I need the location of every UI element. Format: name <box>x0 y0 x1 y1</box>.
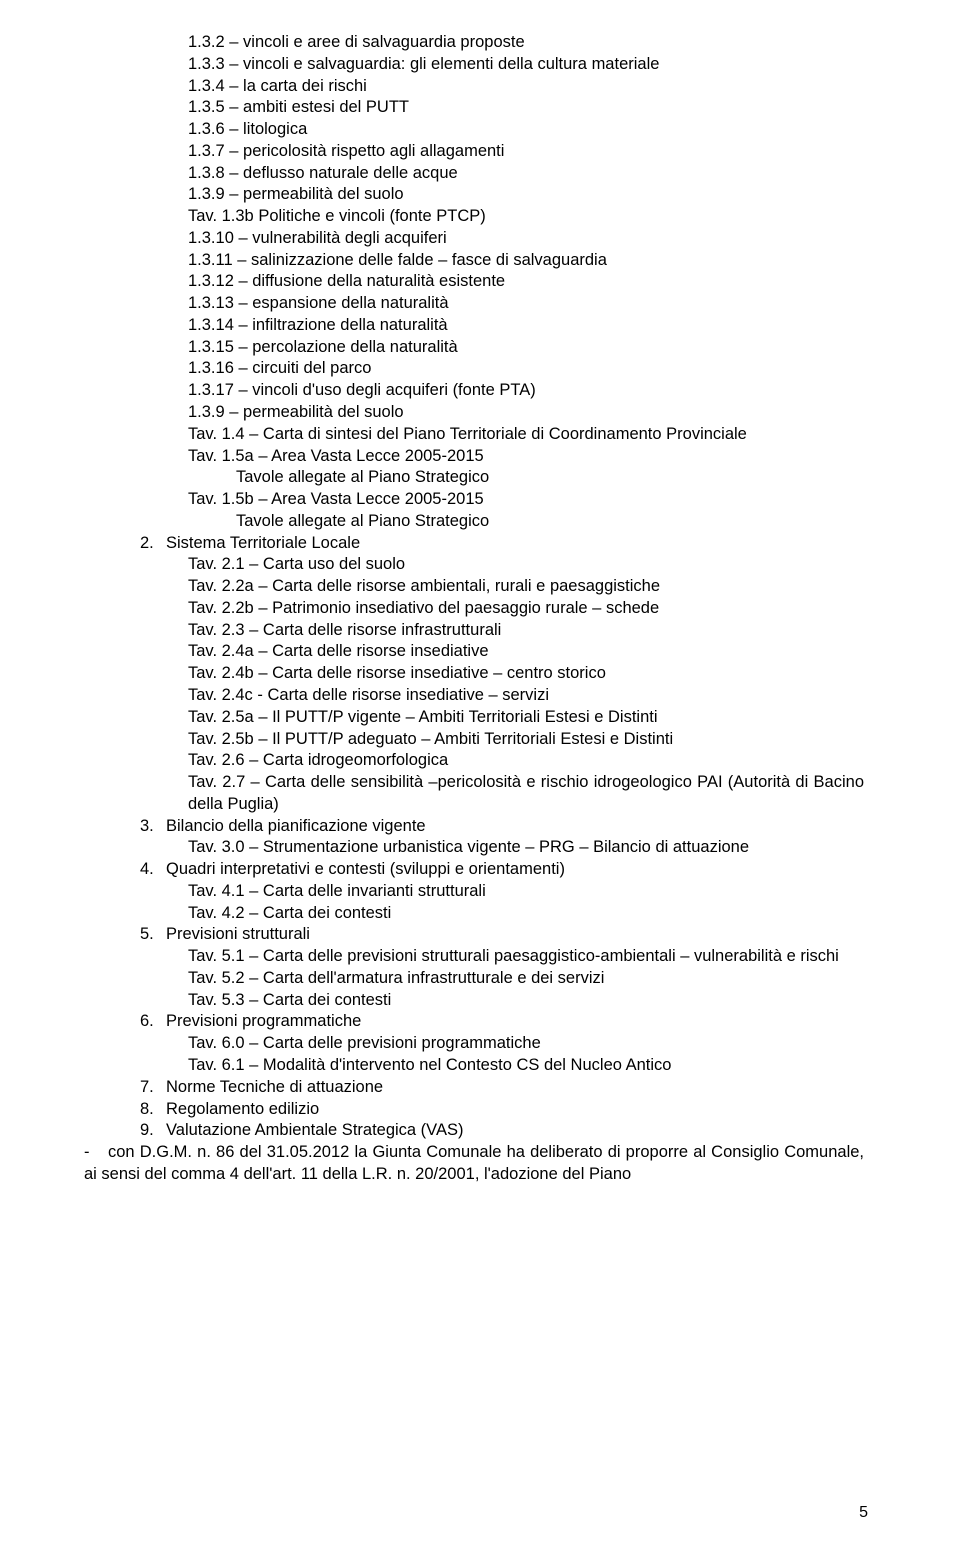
list-number: 3. <box>140 816 166 838</box>
sub-item: Tav. 1.5b – Area Vasta Lecce 2005-2015 <box>140 489 864 511</box>
sub-item: Tav. 2.1 – Carta uso del suolo <box>140 554 864 576</box>
sub-item: 1.3.9 – permeabilità del suolo <box>140 184 864 206</box>
section-6-heading: 6. Previsioni programmatiche <box>140 1011 864 1033</box>
section-2-items: Tav. 2.1 – Carta uso del suoloTav. 2.2a … <box>140 554 864 815</box>
list-title: Valutazione Ambientale Strategica (VAS) <box>166 1120 864 1142</box>
sub-item: Tav. 2.4b – Carta delle risorse insediat… <box>140 663 864 685</box>
sub-item: 1.3.2 – vincoli e aree di salvaguardia p… <box>140 32 864 54</box>
section-2-heading: 2. Sistema Territoriale Locale <box>140 533 864 555</box>
list-number: 8. <box>140 1099 166 1121</box>
list-title: Previsioni strutturali <box>166 924 864 946</box>
list-number: 7. <box>140 1077 166 1099</box>
section-1-continuation: 1.3.2 – vincoli e aree di salvaguardia p… <box>140 32 864 533</box>
sub-item: 1.3.5 – ambiti estesi del PUTT <box>140 97 864 119</box>
sub-item: Tav. 5.3 – Carta dei contesti <box>140 990 864 1012</box>
section-3-heading: 3. Bilancio della pianificazione vigente <box>140 816 864 838</box>
sub-item: 1.3.4 – la carta dei rischi <box>140 76 864 98</box>
sub-item: 1.3.17 – vincoli d'uso degli acquiferi (… <box>140 380 864 402</box>
sub-item: 1.3.16 – circuiti del parco <box>140 358 864 380</box>
sub-item: Tav. 2.4a – Carta delle risorse insediat… <box>140 641 864 663</box>
list-title: Regolamento edilizio <box>166 1099 864 1121</box>
list-number: 5. <box>140 924 166 946</box>
list-number: 9. <box>140 1120 166 1142</box>
section-5-items: Tav. 5.1 – Carta delle previsioni strutt… <box>140 946 864 1011</box>
sub-item: Tav. 5.1 – Carta delle previsioni strutt… <box>140 946 864 968</box>
list-title: Quadri interpretativi e contesti (svilup… <box>166 859 864 881</box>
sub-item: Tav. 2.6 – Carta idrogeomorfologica <box>140 750 864 772</box>
sub-item: 1.3.15 – percolazione della naturalità <box>140 337 864 359</box>
sub-item: 1.3.11 – salinizzazione delle falde – fa… <box>140 250 864 272</box>
sub-item: 1.3.9 – permeabilità del suolo <box>140 402 864 424</box>
list-title: Norme Tecniche di attuazione <box>166 1077 864 1099</box>
sub-item: Tav. 2.2b – Patrimonio insediativo del p… <box>140 598 864 620</box>
sub-item: Tav. 1.3b Politiche e vincoli (fonte PTC… <box>140 206 864 228</box>
section-8-heading: 8. Regolamento edilizio <box>140 1099 864 1121</box>
sub-sub-item: Tavole allegate al Piano Strategico <box>140 511 864 533</box>
sub-item: 1.3.7 – pericolosità rispetto agli allag… <box>140 141 864 163</box>
section-4-items: Tav. 4.1 – Carta delle invarianti strutt… <box>140 881 864 925</box>
section-7-heading: 7. Norme Tecniche di attuazione <box>140 1077 864 1099</box>
list-number: 6. <box>140 1011 166 1033</box>
sub-item: Tav. 2.2a – Carta delle risorse ambienta… <box>140 576 864 598</box>
sub-item: Tav. 2.7 – Carta delle sensibilità –peri… <box>140 772 864 816</box>
final-paragraph: -con D.G.M. n. 86 del 31.05.2012 la Giun… <box>84 1142 864 1186</box>
page-number: 5 <box>859 1502 868 1523</box>
sub-item: Tav. 1.5a – Area Vasta Lecce 2005-2015 <box>140 446 864 468</box>
list-title: Previsioni programmatiche <box>166 1011 864 1033</box>
list-title: Sistema Territoriale Locale <box>166 533 864 555</box>
sub-item: Tav. 2.5b – Il PUTT/P adeguato – Ambiti … <box>140 729 864 751</box>
section-6-items: Tav. 6.0 – Carta delle previsioni progra… <box>140 1033 864 1077</box>
sub-item: Tav. 2.3 – Carta delle risorse infrastru… <box>140 620 864 642</box>
section-4-heading: 4. Quadri interpretativi e contesti (svi… <box>140 859 864 881</box>
sub-item: Tav. 6.1 – Modalità d'intervento nel Con… <box>140 1055 864 1077</box>
sub-item: 1.3.10 – vulnerabilità degli acquiferi <box>140 228 864 250</box>
sub-item: Tav. 6.0 – Carta delle previsioni progra… <box>140 1033 864 1055</box>
list-number: 2. <box>140 533 166 555</box>
sub-item: 1.3.8 – deflusso naturale delle acque <box>140 163 864 185</box>
sub-item: 1.3.14 – infiltrazione della naturalità <box>140 315 864 337</box>
dash-bullet: - <box>84 1142 108 1164</box>
sub-item: 1.3.6 – litologica <box>140 119 864 141</box>
section-3-items: Tav. 3.0 – Strumentazione urbanistica vi… <box>140 837 864 859</box>
sub-item: Tav. 3.0 – Strumentazione urbanistica vi… <box>140 837 864 859</box>
sub-item: Tav. 4.2 – Carta dei contesti <box>140 903 864 925</box>
sub-item: Tav. 5.2 – Carta dell'armatura infrastru… <box>140 968 864 990</box>
section-5-heading: 5. Previsioni strutturali <box>140 924 864 946</box>
final-text: con D.G.M. n. 86 del 31.05.2012 la Giunt… <box>84 1143 864 1183</box>
document-page: 1.3.2 – vincoli e aree di salvaguardia p… <box>0 0 960 1543</box>
sub-item: Tav. 4.1 – Carta delle invarianti strutt… <box>140 881 864 903</box>
sub-item: Tav. 1.4 – Carta di sintesi del Piano Te… <box>140 424 864 446</box>
section-9-heading: 9. Valutazione Ambientale Strategica (VA… <box>140 1120 864 1142</box>
sub-item: Tav. 2.5a – Il PUTT/P vigente – Ambiti T… <box>140 707 864 729</box>
list-title: Bilancio della pianificazione vigente <box>166 816 864 838</box>
sub-item: 1.3.13 – espansione della naturalità <box>140 293 864 315</box>
sub-item: Tav. 2.4c - Carta delle risorse insediat… <box>140 685 864 707</box>
sub-sub-item: Tavole allegate al Piano Strategico <box>140 467 864 489</box>
sub-item: 1.3.12 – diffusione della naturalità esi… <box>140 271 864 293</box>
sub-item: 1.3.3 – vincoli e salvaguardia: gli elem… <box>140 54 864 76</box>
list-number: 4. <box>140 859 166 881</box>
